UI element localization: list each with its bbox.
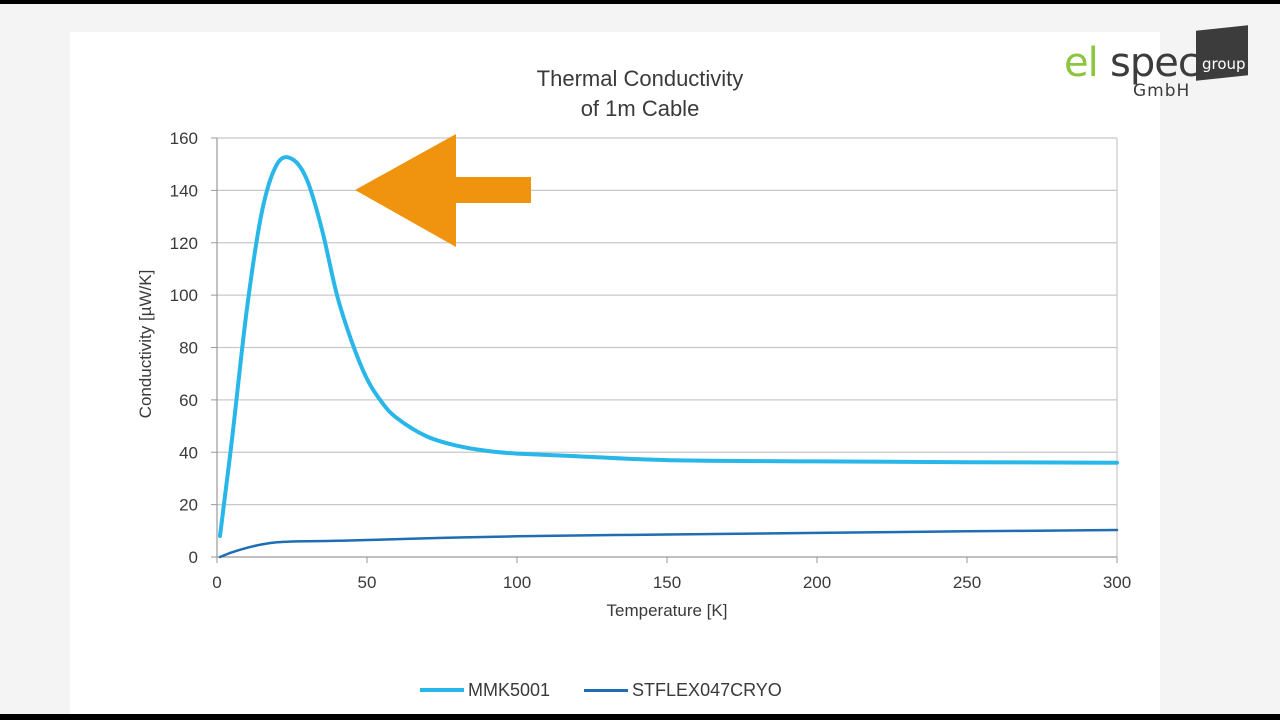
x-tick-label: 300 — [1103, 573, 1131, 592]
y-tick-label: 140 — [170, 181, 198, 200]
logo-text-group: group — [1202, 55, 1246, 73]
chart-panel — [70, 32, 1160, 714]
legend-item-stflex047cryo: STFLEX047CRYO — [584, 680, 782, 701]
slide-background: 0 20 40 60 80 100 120 140 160 0 50 100 150 200 250 300… — [0, 4, 1280, 714]
x-tick-label: 150 — [653, 573, 681, 592]
x-tick-label: 50 — [358, 573, 377, 592]
logo-text-el: el — [1064, 40, 1099, 86]
left-arrow-icon — [355, 134, 531, 247]
grid-lines — [217, 137, 1117, 506]
legend-swatch-mmk5001 — [420, 688, 464, 692]
y-tick-label: 20 — [179, 496, 198, 515]
series-line-mmk5001 — [218, 155, 1119, 538]
legend-label-stflex047cryo: STFLEX047CRYO — [632, 679, 782, 700]
x-tick-label: 100 — [503, 573, 531, 592]
y-tick-label: 40 — [179, 443, 198, 462]
logo-text-gmbh: GmbH — [1133, 81, 1191, 101]
series-layer — [218, 155, 1119, 559]
y-tick-label: 160 — [170, 129, 198, 148]
x-tick-label: 250 — [953, 573, 981, 592]
x-axis-label: Temperature [K] — [607, 601, 728, 620]
legend-label-mmk5001: MMK5001 — [468, 679, 551, 700]
chart-title-line-1: Thermal Conductivity — [537, 66, 744, 91]
x-axis-ticks: 0 50 100 150 200 250 300 — [212, 557, 1131, 592]
y-axis-ticks: 0 20 40 60 80 100 120 140 160 — [170, 129, 217, 567]
x-tick-label: 0 — [212, 573, 221, 592]
y-tick-label: 60 — [179, 391, 198, 410]
legend-swatch-stflex047cryo — [584, 688, 629, 692]
elspec-logo: el spec GmbH group — [1060, 25, 1260, 106]
y-tick-label: 100 — [170, 286, 198, 305]
chart-legend: MMK5001 STFLEX047CRYO — [420, 678, 816, 702]
chart-title-line-2: of 1m Cable — [581, 96, 700, 121]
legend-item-mmk5001: MMK5001 — [420, 680, 550, 701]
y-axis-label: Conductivity [µW/K] — [136, 270, 155, 419]
y-tick-label: 0 — [189, 548, 198, 567]
x-tick-label: 200 — [803, 573, 831, 592]
y-tick-label: 120 — [170, 234, 198, 253]
line-chart: 0 20 40 60 80 100 120 140 160 0 50 100 150 200 250 300… — [136, 66, 1131, 620]
logo-text-spec: spec — [1110, 40, 1200, 86]
y-tick-label: 80 — [179, 339, 198, 358]
series-line-stflex047cryo — [218, 528, 1119, 559]
